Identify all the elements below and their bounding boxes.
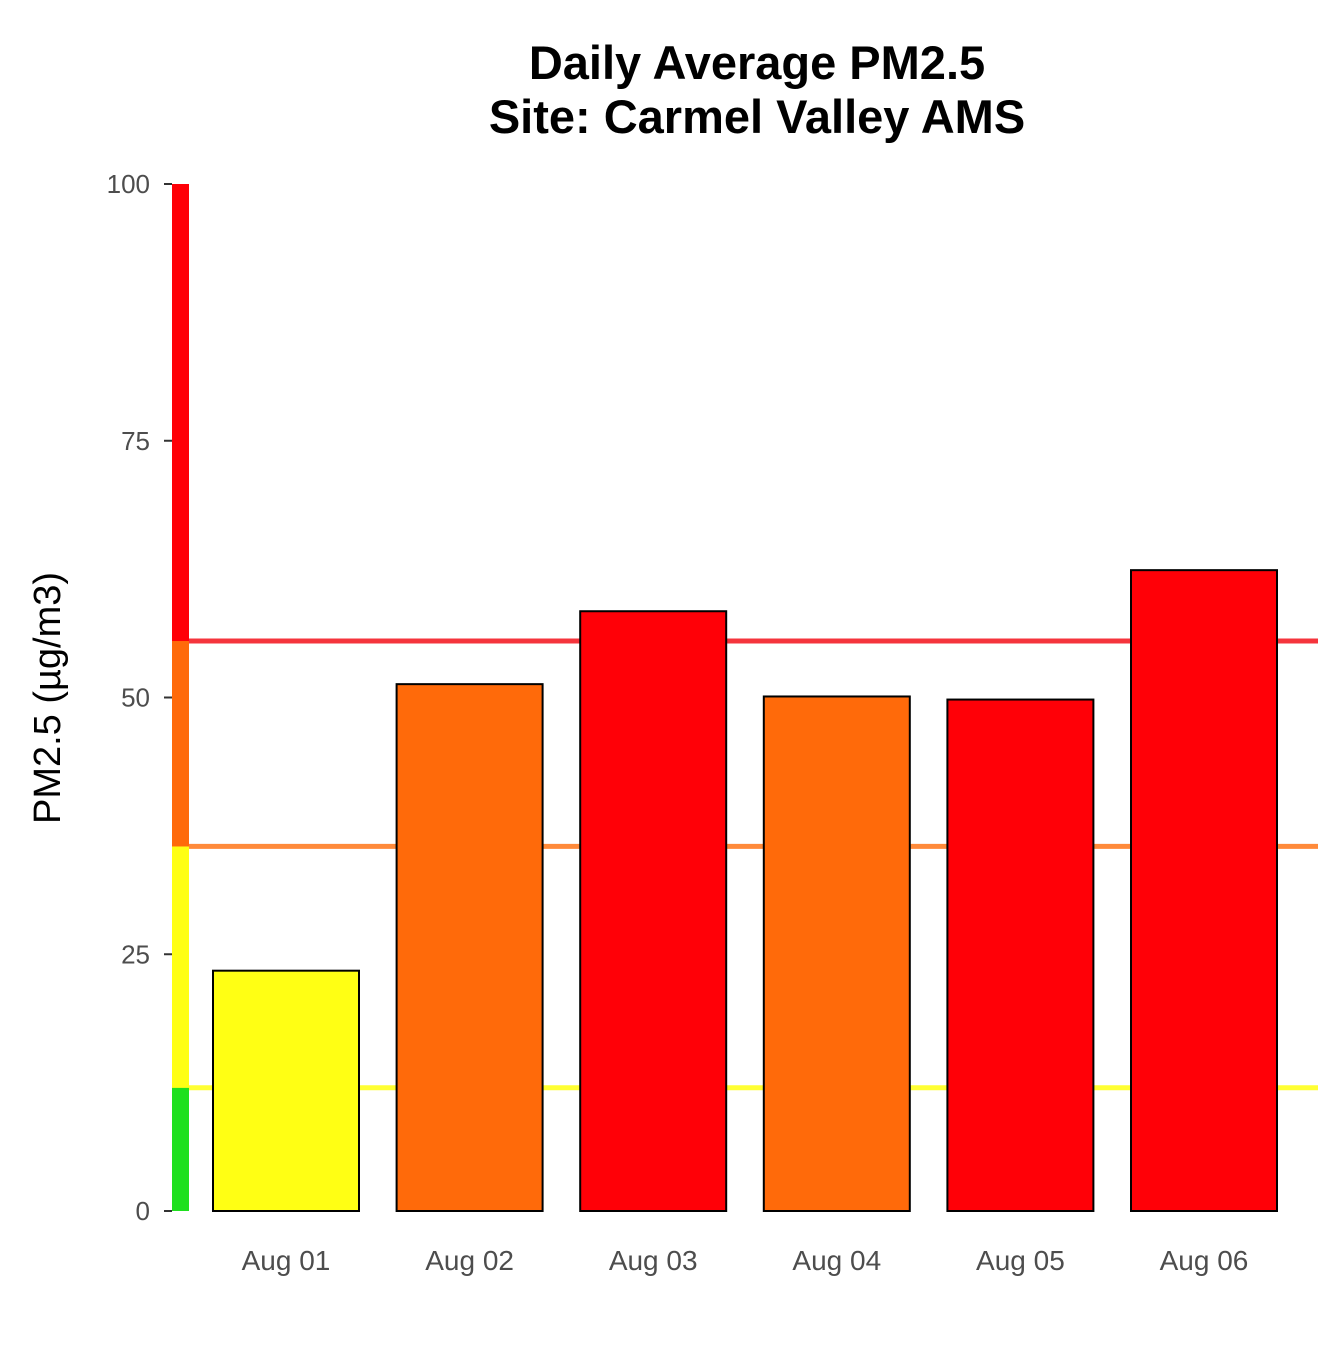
x-tick-label-aug-01: Aug 01 xyxy=(242,1245,331,1276)
bars-group xyxy=(212,569,1278,1213)
chart-subtitle-line: Site: Carmel Valley AMS xyxy=(488,90,1026,143)
x-tick-label-aug-06: Aug 06 xyxy=(1160,1245,1249,1276)
aqi-scale-segment-2 xyxy=(172,641,189,847)
aqi-scale-segment-3 xyxy=(172,184,189,642)
y-axis: 0 25 50 75 100 xyxy=(107,169,172,1226)
bar-aug-06 xyxy=(1130,569,1278,1212)
chart-title: Daily Average PM2.5 Site: Carmel Valley … xyxy=(170,36,1344,144)
y-tick-label-50: 50 xyxy=(121,683,150,713)
chart-title-line: Daily Average PM2.5 xyxy=(528,36,986,89)
x-axis: Aug 01 Aug 02 Aug 03 Aug 04 Aug 05 Aug 06 xyxy=(242,1245,1249,1276)
y-tick-label-75: 75 xyxy=(121,426,150,456)
threshold-lines xyxy=(172,638,1318,1091)
y-axis-label: PM2.5 (µg/m3) xyxy=(27,572,69,824)
bar-aug-05 xyxy=(946,698,1095,1213)
y-tick-label-100: 100 xyxy=(107,169,150,199)
aqi-color-scale xyxy=(172,184,189,1211)
y-tick-label-0: 0 xyxy=(136,1196,150,1226)
bar-aug-01 xyxy=(212,969,360,1212)
x-tick-label-aug-02: Aug 02 xyxy=(425,1245,514,1276)
x-tick-label-aug-03: Aug 03 xyxy=(609,1245,698,1276)
x-tick-label-aug-05: Aug 05 xyxy=(976,1245,1065,1276)
aqi-scale-segment-0 xyxy=(172,1087,189,1211)
bar-aug-04 xyxy=(762,695,911,1212)
x-tick-label-aug-04: Aug 04 xyxy=(792,1245,881,1276)
bar-aug-02 xyxy=(395,683,544,1212)
y-tick-label-25: 25 xyxy=(121,939,150,969)
aqi-scale-segment-1 xyxy=(172,846,189,1088)
bar-aug-03 xyxy=(579,610,728,1212)
